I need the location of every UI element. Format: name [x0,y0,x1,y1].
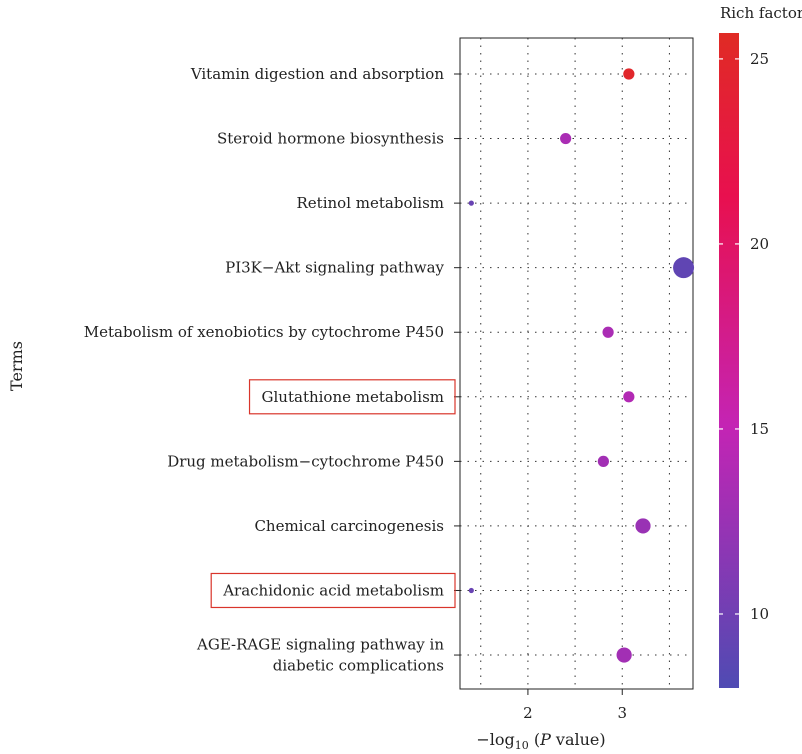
colorbar-tick-label: 25 [750,50,769,68]
y-axis-title: Terms [7,341,26,391]
highlight-box [210,572,456,609]
data-point [616,647,632,663]
colorbar-title: Rich factor [720,4,802,22]
x-axis-title-subscript: 10 [515,739,529,752]
y-term-label: Vitamin digestion and absorption [190,65,445,83]
y-term-label: Glutathione metabolism [262,388,444,406]
x-axis-title: −log10 (P value) [476,730,605,752]
colorbar-gradient [719,33,739,688]
x-axis-title-rest: value) [551,730,606,749]
data-point [468,200,474,206]
data-point [468,587,474,594]
data-point [623,68,635,80]
y-term-label: PI3K−Akt signaling pathway [225,259,444,277]
data-point [635,518,651,534]
y-term-label: Drug metabolism−cytochrome P450 [167,452,444,470]
data-point [673,257,695,279]
colorbar-tick-label: 20 [750,235,769,253]
y-axis-term-labels: Vitamin digestion and absorption Steroid … [84,65,460,675]
y-term-label: Steroid hormone biosynthesis [217,130,444,148]
grid-lines [460,38,693,689]
x-axis-title-p: P [539,730,551,749]
highlight-box [248,379,456,415]
data-point [623,391,635,403]
x-tick-label: 2 [523,704,533,722]
x-axis-title-prefix: −log [476,730,514,749]
colorbar: Rich factor 10 15 20 25 [719,4,802,688]
data-point [560,132,572,145]
data-point [602,326,614,338]
y-term-label: Chemical carcinogenesis [254,517,444,535]
x-axis-title-open: ( [529,730,540,749]
plot-frame [459,37,694,690]
data-points [468,68,695,663]
y-term-label: Metabolism of xenobiotics by cytochrome … [84,323,444,341]
colorbar-tick-label: 15 [750,420,769,438]
colorbar-tick-label: 10 [750,605,769,623]
x-tick-label: 3 [617,704,627,722]
data-point [597,455,609,467]
y-term-label: Retinol metabolism [297,194,444,212]
y-term-label: AGE-RAGE signaling pathway in diabetic co… [196,636,444,675]
y-term-label: Arachidonic acid metabolism [222,581,444,599]
